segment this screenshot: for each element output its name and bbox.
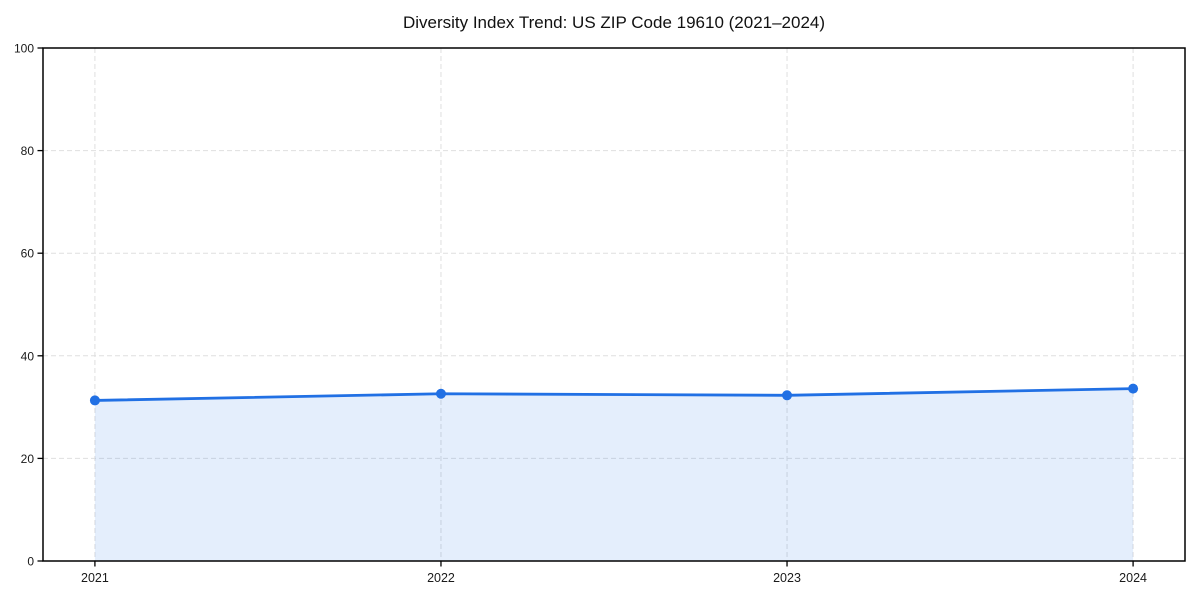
plot-border: [42, 47, 1186, 562]
trend-line: [93, 387, 1135, 402]
area-fill: [94, 388, 1134, 561]
data-point-2022: [435, 388, 446, 399]
data-point-2021: [89, 395, 100, 406]
y-tick-label: 100: [14, 42, 34, 56]
chart-title: Diversity Index Trend: US ZIP Code 19610…: [402, 13, 826, 32]
x-tick-label: 2024: [1119, 571, 1147, 585]
x-tick-label: 2021: [81, 571, 109, 585]
y-tick-label: 60: [21, 247, 35, 261]
x-tick-label: 2022: [427, 571, 455, 585]
data-point-2023: [782, 390, 793, 401]
x-tick-label: 2023: [773, 571, 801, 585]
y-tick-label: 0: [27, 555, 34, 569]
y-tick-label: 40: [21, 349, 35, 363]
y-tick-label: 80: [21, 144, 35, 158]
y-tick-label: 20: [21, 452, 35, 466]
data-point-2024: [1128, 383, 1139, 394]
